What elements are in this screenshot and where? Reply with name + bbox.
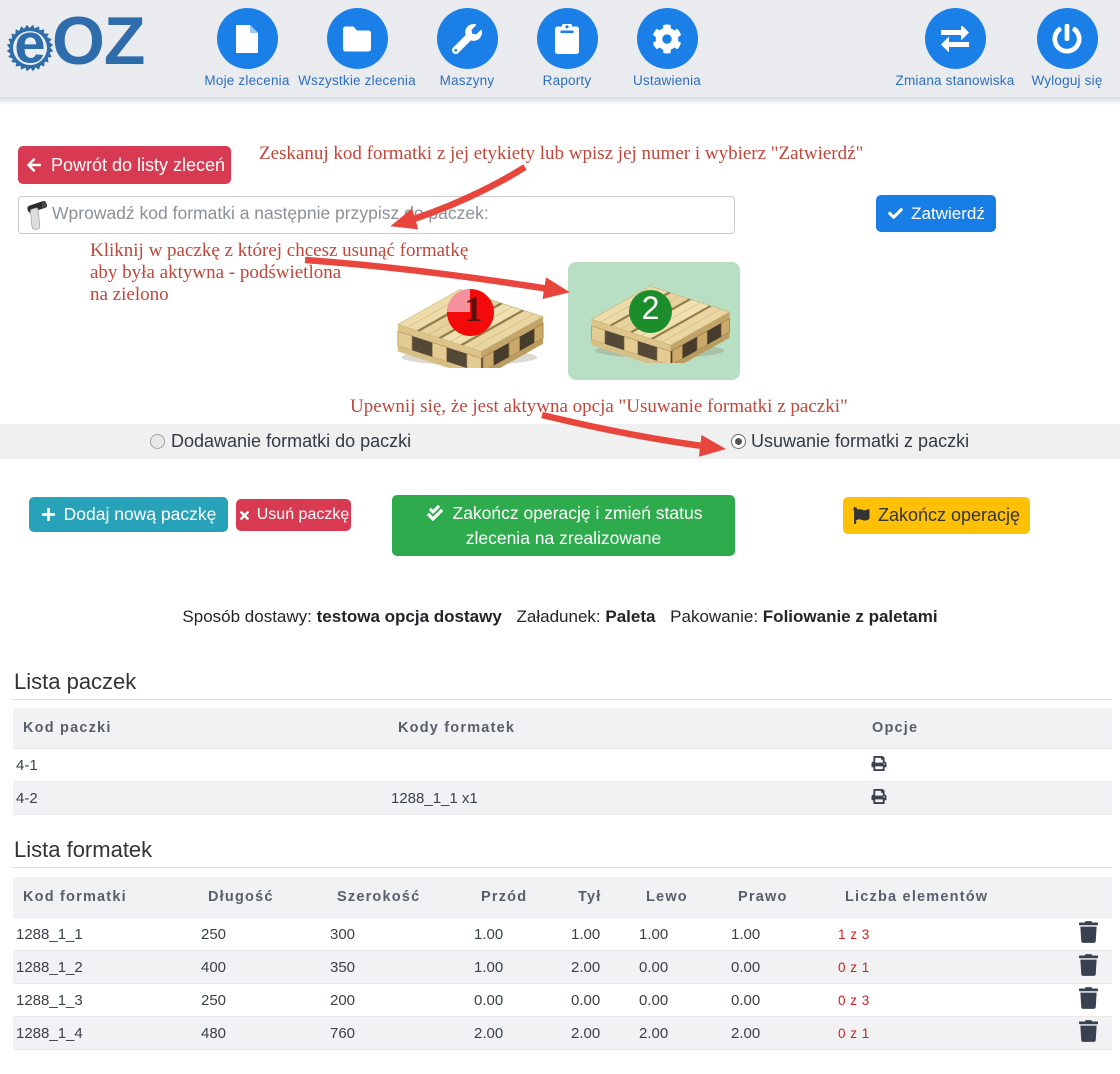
svg-text:e: e [14,24,45,72]
